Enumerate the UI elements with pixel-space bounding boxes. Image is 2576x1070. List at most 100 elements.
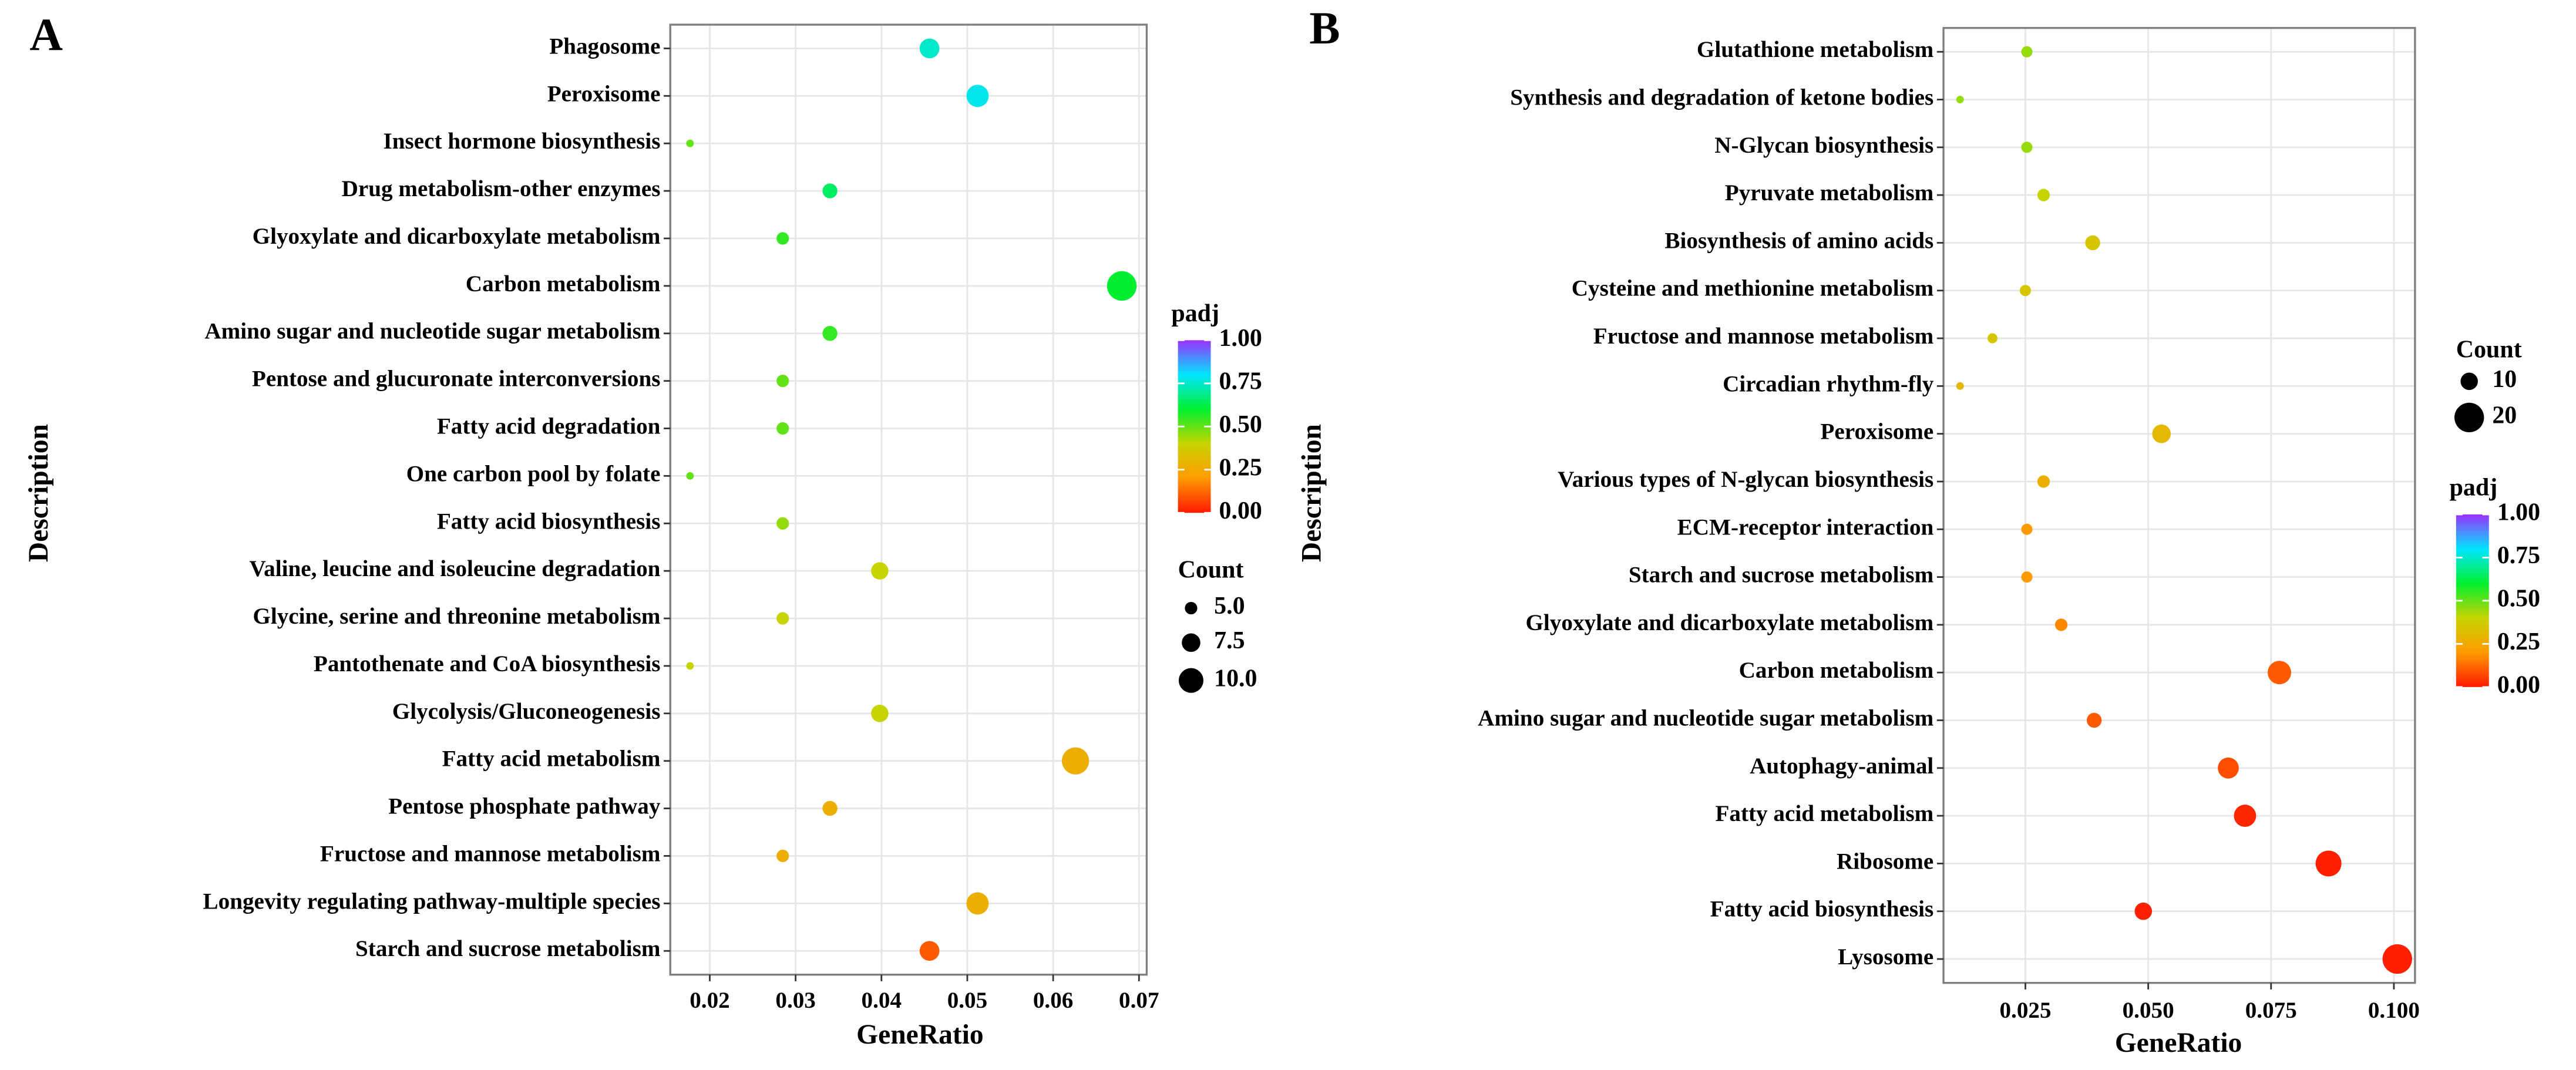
dot [966,85,989,107]
y-tick-label: Valine, leucine and isoleucine degradati… [249,556,660,581]
dot [2021,142,2033,153]
y-tick-label: Lysosome [1838,944,1933,970]
y-tick-label: Amino sugar and nucleotide sugar metabol… [1478,705,1933,731]
dot [2382,944,2412,974]
dot [2021,523,2033,535]
colorbar-label: 0.50 [2497,586,2540,613]
dot [686,472,694,480]
y-tick-label: Glyoxylate and dicarboxylate metabolism [1525,610,1933,635]
y-tick-label: Peroxisome [1821,419,1934,445]
x-tick-label: 0.02 [690,988,730,1013]
x-tick-label: 0.025 [1999,998,2051,1023]
size-legend-dot [1182,633,1200,652]
x-tick-label: 0.07 [1119,988,1159,1013]
y-tick-label: Carbon metabolism [466,271,661,297]
y-tick-label: Starch and sucrose metabolism [355,936,660,961]
x-tick-label: 0.100 [2368,998,2420,1023]
y-tick-label: Pentose phosphate pathway [388,794,661,819]
dot [776,612,789,625]
dot [2054,618,2068,631]
y-tick-label: ECM-receptor interaction [1677,514,1934,540]
colorbar-label: 0.50 [1219,411,1262,438]
x-axis-title: GeneRatio [2115,1028,2242,1058]
dot [919,941,940,961]
size-legend-label: 5.0 [1214,593,1245,620]
dot [1956,96,1964,103]
y-tick-label: Peroxisome [547,81,661,106]
x-tick-label: 0.050 [2123,998,2174,1023]
colorbar-label: 0.00 [1219,497,1262,524]
size-legend-label: 20 [2492,402,2517,429]
y-tick-label: Insect hormone biosynthesis [384,129,661,154]
size-legend-dot [2460,372,2478,391]
dot [2134,902,2153,920]
colorbar-label: 0.25 [1219,454,1262,481]
plot-background [670,24,1147,975]
dot [2152,424,2171,443]
y-tick-label: Fatty acid metabolism [442,746,661,772]
colorbar-title: padj [2450,475,2498,502]
panel-label: B [1309,2,1340,53]
dot [871,562,889,580]
size-legend-dot [2454,402,2484,433]
dot [776,422,789,435]
x-tick-label: 0.075 [2245,998,2297,1023]
dot [1956,382,1964,390]
y-tick-label: Amino sugar and nucleotide sugar metabol… [204,319,660,344]
dot [2086,712,2102,728]
colorbar-title: padj [1171,300,1219,327]
dot [2037,189,2050,201]
y-tick-label: Synthesis and degradation of ketone bodi… [1510,85,1933,110]
x-tick-label: 0.05 [947,988,988,1013]
y-tick-label: Pentose and glucuronate interconversions [252,366,661,392]
colorbar-label: 0.25 [2497,628,2540,655]
dot [776,232,789,245]
y-tick-label: Pantothenate and CoA biosynthesis [314,651,661,677]
y-tick-label: Fatty acid biosynthesis [437,509,661,534]
size-legend-title: Count [1178,557,1244,584]
dot [966,892,989,915]
y-axis-title: Description [23,424,54,562]
size-legend-dot [1185,601,1198,615]
dot [2019,285,2032,297]
colorbar-label: 1.00 [2497,499,2540,526]
y-tick-label: Ribosome [1837,849,1933,874]
dot [776,375,789,388]
dot [2218,757,2239,779]
y-tick-label: Phagosome [549,33,660,59]
y-axis-title: Description [1297,424,1327,562]
dot [2268,661,2291,685]
dot [871,705,889,722]
y-tick-label: One carbon pool by folate [406,461,661,486]
colorbar-label: 0.75 [2497,542,2540,569]
panel-label: A [29,9,63,60]
dot [2085,235,2100,251]
y-tick-label: Carbon metabolism [1739,658,1934,683]
y-tick-label: Cysteine and methionine metabolism [1572,276,1934,301]
y-tick-label: Various types of N-glycan biosynthesis [1558,467,1933,492]
y-tick-label: Glycine, serine and threonine metabolism [253,604,660,629]
size-legend-label: 7.5 [1214,627,1245,654]
x-tick-label: 0.06 [1033,988,1074,1013]
dot [686,662,694,670]
dot [776,849,789,863]
dot [2021,571,2033,583]
y-tick-label: Longevity regulating pathway-multiple sp… [203,889,661,914]
dot [822,326,838,341]
plot-background [1943,28,2415,983]
y-tick-label: Fatty acid biosynthesis [1710,897,1934,922]
y-tick-label: Glyoxylate and dicarboxylate metabolism [253,224,661,249]
y-tick-label: Autophagy-animal [1750,753,1933,779]
dot [1107,271,1137,301]
size-legend-title: Count [2456,337,2522,364]
y-tick-label: Fructose and mannose metabolism [320,841,661,866]
colorbar-label: 1.00 [1219,325,1262,352]
dot [776,517,789,530]
dot [822,800,838,816]
dot [919,38,940,59]
dot [2234,805,2256,827]
colorbar-label: 0.75 [1219,368,1262,395]
x-tick-label: 0.03 [775,988,816,1013]
y-tick-label: Starch and sucrose metabolism [1629,563,1933,588]
y-tick-label: Circadian rhythm-fly [1723,371,1934,396]
